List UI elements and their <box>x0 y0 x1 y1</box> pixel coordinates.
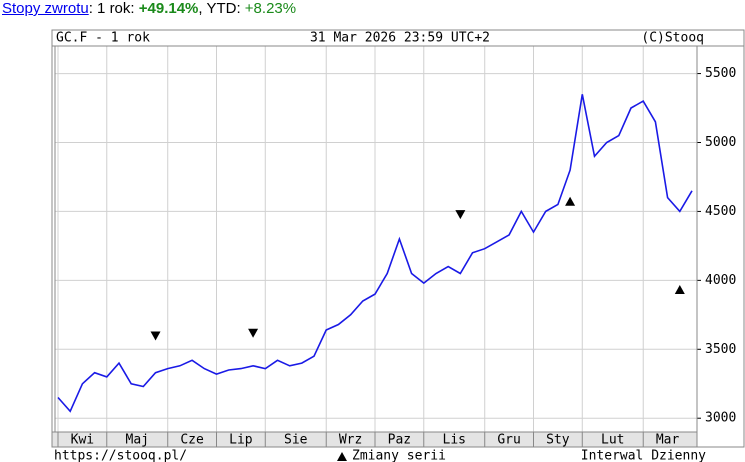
x-tick-label: Lip <box>229 433 253 448</box>
price-line <box>57 94 693 413</box>
chart-subtitle: 31 Mar 2026 23:59 UTC+2 <box>310 31 490 46</box>
plot-border <box>54 45 698 433</box>
x-tick-label: Lis <box>443 433 466 448</box>
year-return: +49.14% <box>138 0 199 17</box>
x-tick-label: Sie <box>284 433 308 448</box>
x-tick-label: Sty <box>546 433 570 448</box>
x-tick-label: Wrz <box>339 433 362 448</box>
x-tick-label: Kwi <box>71 433 94 448</box>
footer-interval: Interwal Dzienny <box>581 449 706 462</box>
y-tick-label: 3000 <box>705 411 736 426</box>
credit: (C)Stooq <box>641 31 704 46</box>
label: : 1 rok: <box>88 0 139 17</box>
legend-label: Zmiany serii <box>352 449 446 462</box>
series-change-marker <box>565 196 576 206</box>
chart-title: GC.F - 1 rok <box>56 31 150 46</box>
x-tick-label: Mar <box>656 433 680 448</box>
x-tick-label: Maj <box>126 433 149 448</box>
returns-link[interactable]: Stopy zwrotu <box>2 0 89 17</box>
x-tick-label: Cze <box>180 433 204 448</box>
ytd-return: +8.23% <box>244 0 297 17</box>
y-tick-label: 4500 <box>705 204 736 219</box>
x-tick-label: Gru <box>497 433 520 448</box>
chart-frame <box>51 29 745 448</box>
y-tick-label: 5500 <box>705 66 736 81</box>
series-change-marker <box>248 328 259 338</box>
legend-symbol <box>337 452 347 461</box>
series-change-marker <box>674 285 685 295</box>
returns-header: Stopy zwrotu: 1 rok: +49.14%, YTD: +8.23… <box>2 0 296 17</box>
y-tick-label: 5000 <box>705 135 736 150</box>
label: , YTD: <box>198 0 245 17</box>
x-tick-label: Lut <box>601 433 624 448</box>
series-change-marker <box>150 331 161 341</box>
x-tick-label: Paz <box>388 433 411 448</box>
y-tick-label: 4000 <box>705 273 736 288</box>
series-change-marker <box>455 210 466 220</box>
footer-url: https://stooq.pl/ <box>54 449 187 462</box>
y-tick-label: 3500 <box>705 342 736 357</box>
